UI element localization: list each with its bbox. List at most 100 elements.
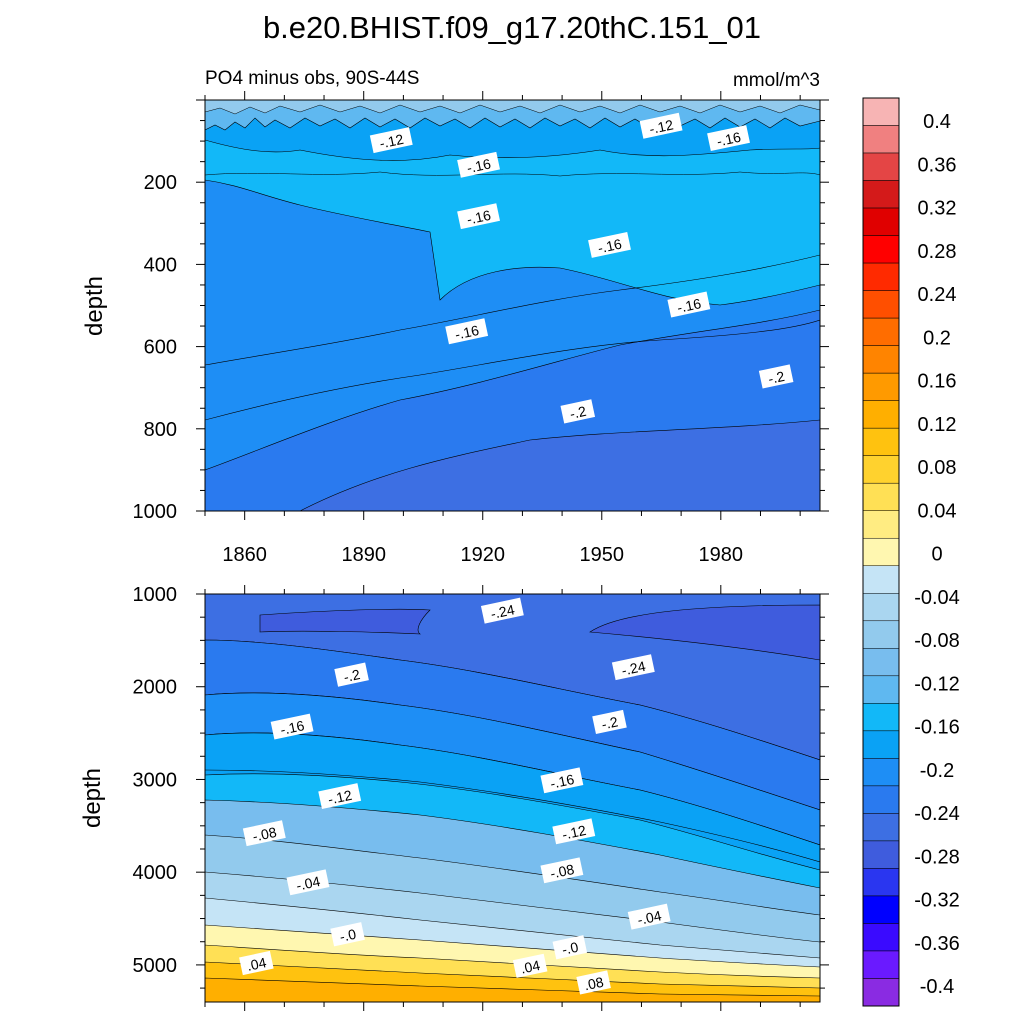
colorbar-label: -0.32	[914, 890, 960, 912]
upper-contour-label: -.2	[560, 399, 596, 424]
upper-contour-label-text: -.12	[378, 131, 405, 152]
colorbar-swatch	[862, 648, 900, 677]
upper-x-tick-label: 1860	[222, 544, 267, 566]
colorbar-swatch	[862, 262, 900, 291]
colorbar-label: -0.04	[914, 587, 960, 609]
colorbar-swatch	[862, 482, 900, 511]
lower-y-tick-label: 4000	[133, 862, 178, 884]
upper-y-axis-label: depth	[81, 276, 108, 336]
colorbar-swatch	[862, 180, 900, 209]
upper-contour-label-bg	[667, 291, 711, 318]
lower-contour-label: -.08	[540, 857, 584, 884]
lower-contour-label: .04	[239, 950, 274, 976]
upper-band-topmost	[205, 100, 820, 115]
lower-contour-label: -.16	[540, 767, 584, 794]
lower-contour-label-bg	[239, 950, 274, 976]
colorbar-swatch	[862, 400, 900, 429]
upper-contour-label: -.12	[639, 112, 683, 139]
lower-y-tick-label: 5000	[133, 955, 178, 977]
upper-axes: 1860 1890 1920 1950 1980 200 400 600 800 1000	[133, 91, 829, 566]
colorbar-label: -0.24	[914, 803, 960, 825]
upper-contour-label-text: -.2	[767, 368, 787, 387]
lower-contour-label: -.08	[242, 820, 286, 847]
lower-contour-label-bg	[540, 857, 584, 884]
lower-contour-label-bg	[627, 903, 671, 930]
colorbar-swatch	[862, 152, 900, 181]
lower-contour-label: -.12	[318, 783, 362, 810]
chart-title: b.e20.BHIST.f09_g17.20thC.151_01	[263, 10, 761, 45]
lower-contour-label: -.04	[286, 869, 330, 896]
colorbar-swatch	[862, 840, 900, 869]
colorbar-swatch	[862, 372, 900, 401]
colorbar-swatch	[862, 345, 900, 374]
upper-contour-label: -.16	[588, 231, 631, 258]
lower-contour-label: -.24	[480, 597, 524, 624]
lower-contour-label-text: -.0	[338, 926, 358, 945]
colorbar-swatch	[862, 868, 900, 897]
upper-contour-labels: -.12 -.12 -.16 -.16 -.16 -.16 -.16 -.16 -.2 -.2	[369, 112, 794, 424]
lower-contour-label-bg	[592, 709, 627, 734]
lower-contour-label-bg	[286, 869, 330, 896]
upper-contour-label-bg	[369, 127, 413, 154]
lower-contour-label-bg	[576, 970, 611, 995]
upper-contour-label-text: -.12	[648, 116, 675, 137]
subtitle-left: PO4 minus obs, 90S-44S	[205, 68, 419, 89]
upper-isoline-b	[205, 319, 820, 421]
upper-y-tick-label: 600	[144, 337, 177, 359]
upper-contour-label: -.16	[667, 291, 711, 318]
lower-contour-label-text: -.08	[549, 861, 576, 882]
lower-contour-label-bg	[540, 767, 584, 794]
colorbar-label: -0.4	[920, 976, 954, 998]
upper-contour-label: -.16	[457, 151, 501, 178]
colorbar-swatch	[862, 290, 900, 319]
lower-contour-label-bg	[611, 654, 655, 681]
colorbar-label: -0.16	[914, 717, 960, 739]
lower-band-4	[205, 732, 820, 871]
lower-contour-label-text: .04	[519, 957, 542, 977]
lower-contour-label: -.2	[334, 662, 369, 687]
upper-contour-label-bg	[639, 112, 683, 139]
colorbar-swatch	[862, 785, 900, 814]
lower-frame	[204, 593, 821, 1003]
lower-contour-label: -.0	[552, 935, 588, 960]
lower-contour-label: -.2	[592, 709, 627, 734]
upper-x-tick-label: 1920	[460, 544, 505, 566]
colorbar-label: -0.08	[914, 630, 960, 652]
lower-contour-label: -.04	[627, 903, 671, 930]
upper-contour-label: -.12	[369, 127, 413, 154]
lower-contour-label-text: -.16	[549, 771, 576, 792]
upper-y-tick-label: 200	[144, 172, 177, 194]
lower-y-tick-label: 3000	[133, 769, 178, 791]
upper-contour-label-bg	[707, 125, 750, 152]
colorbar-label: 0.24	[918, 284, 957, 306]
colorbar-frame	[862, 97, 900, 1007]
colorbar-swatch	[862, 207, 900, 236]
colorbar-label: 0	[931, 544, 942, 566]
lower-contour-label-bg	[552, 818, 596, 845]
colorbar-label: 0.4	[923, 111, 951, 133]
colorbar-label: 0.32	[918, 198, 957, 220]
colorbar-label: 0.08	[918, 457, 957, 479]
lower-contour-label-text: .08	[583, 974, 606, 994]
lower-y-tick-label: 2000	[133, 677, 178, 699]
colorbar-swatch	[862, 537, 900, 567]
upper-contour-label-bg	[457, 203, 501, 230]
upper-contour-label-bg	[457, 151, 501, 178]
lower-contour-label-text: .04	[245, 954, 268, 974]
upper-band-deepest	[299, 419, 820, 511]
colorbar-label: -0.28	[914, 846, 960, 868]
upper-contour-label: -.16	[457, 203, 501, 230]
lower-contour-label-bg	[334, 662, 369, 687]
colorbar-label: 0.12	[918, 414, 957, 436]
colorbar-label: 0.16	[918, 371, 957, 393]
lower-contour-label-text: -.24	[489, 601, 516, 622]
colorbar-label: 0.36	[918, 154, 957, 176]
lower-contour-label: -.16	[270, 713, 314, 740]
upper-contour-label-bg	[588, 231, 631, 258]
upper-contour-label: -.2	[758, 364, 794, 389]
lower-contour-label-bg	[480, 597, 524, 624]
subtitle-right: mmol/m^3	[733, 70, 820, 91]
upper-contour-label: -.16	[707, 125, 750, 152]
lower-y-tick-label: 1000	[133, 584, 178, 606]
colorbar-swatch	[862, 235, 900, 264]
